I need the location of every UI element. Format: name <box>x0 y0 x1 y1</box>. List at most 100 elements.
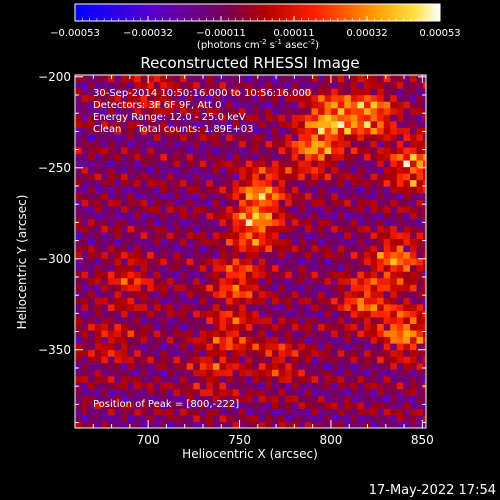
heatmap-cell <box>390 303 398 311</box>
heatmap-cell <box>258 133 267 141</box>
heatmap-cell <box>180 277 188 285</box>
heatmap-cell <box>331 408 339 416</box>
heatmap-cell <box>298 244 306 253</box>
annotation-time: 30-Sep-2014 10:50:16.000 to 10:56:16.000 <box>93 88 311 99</box>
heatmap-cell <box>383 81 391 89</box>
heatmap-cell <box>166 120 175 128</box>
heatmap-cell <box>252 251 260 259</box>
heatmap-cell <box>140 264 148 272</box>
heatmap-cell <box>383 290 391 298</box>
heatmap-cell <box>331 362 339 370</box>
heatmap-cell <box>390 81 398 89</box>
heatmap-cell <box>147 310 155 318</box>
heatmap-cell <box>94 388 102 396</box>
heatmap-cell <box>173 290 181 298</box>
heatmap-cell <box>114 75 122 83</box>
heatmap-cell <box>318 238 326 246</box>
heatmap-cell <box>245 225 253 233</box>
heatmap-cell <box>383 179 391 187</box>
heatmap-cell <box>291 329 299 338</box>
heatmap-cell <box>396 356 404 364</box>
heatmap-cell <box>81 153 89 161</box>
heatmap-cell <box>120 88 129 96</box>
heatmap-cell <box>396 414 404 423</box>
heatmap-cell <box>377 199 385 207</box>
heatmap-cell <box>337 401 345 409</box>
heatmap-cell <box>160 133 168 141</box>
heatmap-cell <box>134 231 142 240</box>
colorbar-tick-label: −0.00032 <box>123 28 173 39</box>
heatmap-cell <box>331 323 339 331</box>
heatmap-cell <box>134 199 142 207</box>
heatmap-cell <box>94 316 102 325</box>
heatmap-cell <box>180 94 188 102</box>
heatmap-cell <box>140 303 148 311</box>
heatmap-cell <box>383 114 391 122</box>
heatmap-cell <box>219 120 227 128</box>
heatmap-cell <box>147 251 155 259</box>
heatmap-cell <box>324 408 332 416</box>
heatmap-cell <box>147 362 155 370</box>
heatmap-cell <box>114 329 122 338</box>
heatmap-cell <box>245 251 253 259</box>
heatmap-cell <box>265 244 273 253</box>
heatmap-cell <box>265 153 273 161</box>
heatmap-cell <box>107 199 116 207</box>
heatmap-cell <box>370 212 378 220</box>
heatmap-cell <box>120 186 129 194</box>
heatmap-cell <box>134 303 142 311</box>
y-tick-label: −350 <box>38 343 71 357</box>
heatmap-cell <box>337 316 345 325</box>
heatmap-cell <box>403 205 411 213</box>
heatmap-cell <box>153 421 161 428</box>
heatmap-cell <box>350 362 359 370</box>
heatmap-cell <box>134 114 142 122</box>
heatmap-cell <box>258 251 267 259</box>
heatmap-cell <box>298 179 306 187</box>
heatmap-cell <box>81 127 89 135</box>
heatmap-cell <box>107 107 116 115</box>
heatmap-cell <box>134 101 142 109</box>
heatmap-cell <box>403 146 411 155</box>
heatmap-cell <box>278 401 286 409</box>
heatmap-cell <box>311 414 319 423</box>
heatmap-cell <box>153 101 161 109</box>
heatmap-cell <box>350 146 359 155</box>
heatmap-cell <box>252 369 260 377</box>
heatmap-cell <box>311 310 319 318</box>
heatmap-cell <box>127 277 135 285</box>
heatmap-cell <box>377 127 385 135</box>
heatmap-cell <box>160 408 168 416</box>
heatmap-cell <box>344 343 352 351</box>
heatmap-cell <box>278 94 286 102</box>
heatmap-cell <box>324 159 332 168</box>
heatmap-cell <box>127 120 135 128</box>
heatmap-cell <box>272 297 280 305</box>
heatmap-cell <box>193 75 201 83</box>
heatmap-cell <box>363 153 372 161</box>
heatmap-cell <box>134 362 142 370</box>
heatmap-cell <box>75 88 83 96</box>
heatmap-cell <box>396 303 404 311</box>
heatmap-cell <box>409 382 418 390</box>
heatmap-cell <box>298 94 306 102</box>
heatmap-cell <box>186 231 194 240</box>
heatmap-cell <box>134 401 142 409</box>
heatmap-cell <box>403 316 411 325</box>
heatmap-cell <box>180 310 188 318</box>
heatmap-cell <box>193 238 201 246</box>
heatmap-cell <box>239 284 247 292</box>
heatmap-cell <box>180 192 188 200</box>
heatmap-cell <box>265 375 273 383</box>
heatmap-cell <box>134 356 142 364</box>
heatmap-cell <box>337 238 345 246</box>
heatmap-cell <box>344 146 352 155</box>
heatmap-cell <box>311 277 319 285</box>
heatmap-cell <box>396 277 404 285</box>
heatmap-cell <box>363 388 372 396</box>
heatmap-cell <box>350 88 359 96</box>
heatmap-cell <box>114 421 122 428</box>
heatmap-cell <box>337 356 345 364</box>
heatmap-cell <box>370 81 378 89</box>
heatmap-cell <box>298 375 306 383</box>
